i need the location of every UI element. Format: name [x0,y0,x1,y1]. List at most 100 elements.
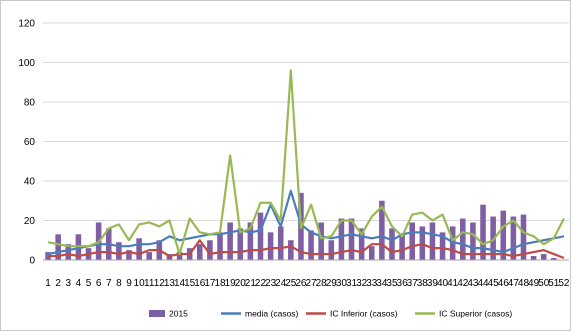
x-tick-label: 26 [295,278,307,289]
x-tick-label: 30 [336,278,348,289]
x-tick-label: 24 [275,278,287,289]
y-tick-label: 20 [24,216,36,227]
bar [480,204,486,260]
series-line-ic-inferior-casos [48,239,565,260]
bar [358,228,365,260]
bar [217,232,223,260]
x-tick-label: 45 [488,278,500,289]
bar [207,240,213,260]
x-tick-label: 16 [194,278,206,289]
series-line-ic-superior-casos [47,69,565,256]
bar [45,252,51,260]
x-tick-label: 4 [76,278,82,289]
x-tick-label: 41 [447,278,459,289]
bar [379,200,385,260]
bar [308,230,314,260]
x-tick-label: 3 [66,278,72,289]
x-tick-label: 38 [417,278,429,289]
x-tick-label: 1 [45,278,51,289]
bar [348,218,355,260]
y-tick-label: 60 [24,137,36,148]
x-tick-label: 35 [386,278,398,289]
x-tick-label: 18 [214,278,226,289]
bar [551,258,557,260]
bar [237,228,244,260]
x-tick-label: 40 [437,278,449,289]
x-tick-label: 5 [86,278,92,289]
bar [439,232,446,260]
x-tick-label: 23 [265,278,277,289]
x-tick-label: 13 [164,278,176,289]
legend-label: IC Inferior (casos) [330,309,398,319]
x-tick-label: 25 [285,278,297,289]
x-tick-label: 12 [154,278,166,289]
bar [247,222,254,260]
x-tick-label: 49 [528,278,540,289]
y-tick-label: 40 [24,177,36,188]
x-tick-label: 14 [174,278,186,289]
x-tick-label: 33 [366,278,378,289]
bar [338,218,345,260]
x-tick-label: 46 [498,278,510,289]
y-tick-label: 100 [18,58,35,69]
bar [530,256,537,260]
x-tick-label: 31 [346,278,358,289]
x-tick-label: 21 [245,278,257,289]
bar [197,244,203,260]
bar [126,250,132,260]
x-tick-label: 36 [397,278,409,289]
bar [176,252,183,260]
bar [267,232,274,260]
bar [389,228,395,260]
x-tick-label: 11 [144,278,155,289]
bar [257,212,264,260]
x-tick-label: 43 [467,278,479,289]
bar [368,246,375,260]
x-tick-label: 7 [106,278,112,289]
bar [520,214,527,260]
bar [510,216,517,260]
x-tick-label: 42 [457,278,469,289]
x-tick-label: 48 [518,278,530,289]
bar [116,242,122,260]
x-tick-label: 39 [427,278,439,289]
y-tick-label: 0 [29,256,35,267]
legend-label: media (casos) [245,309,299,319]
gridlines [43,22,569,221]
legend-label: IC Superior (casos) [439,309,512,319]
x-tick-label: 34 [376,278,388,289]
bar [65,244,72,260]
bar [328,240,335,260]
series-lines [47,69,565,260]
bar [146,252,152,260]
x-tick-label: 17 [204,278,216,289]
x-tick-label: 9 [126,278,132,289]
x-tick-label: 6 [96,278,102,289]
y-tick-label: 80 [24,98,36,109]
bar [136,238,142,260]
bar [429,222,436,260]
series-line-media-casos [47,189,565,256]
x-tick-label: 47 [508,278,520,289]
x-tick-label: 29 [326,278,338,289]
x-tick-label: 22 [255,278,267,289]
x-tick-label: 2 [55,278,61,289]
bar [227,222,233,260]
x-tick-label: 32 [356,278,368,289]
x-tick-label: 19 [225,278,237,289]
x-tick-label: 50 [538,278,550,289]
y-tick-label: 120 [18,19,35,30]
x-tick-label: 15 [184,278,196,289]
x-tick-label: 52 [558,278,570,289]
x-axis-ticks: 1 2 3 4 5 6 7 8 9 10 11 121314151617181920212223242… [45,278,570,289]
bar [500,210,507,260]
bar [409,222,415,260]
bar [470,222,476,260]
x-tick-label: 37 [407,278,419,289]
bar [288,240,294,260]
x-tick-label: 8 [116,278,122,289]
legend-swatch [149,310,165,317]
x-tick-label: 44 [477,278,489,289]
